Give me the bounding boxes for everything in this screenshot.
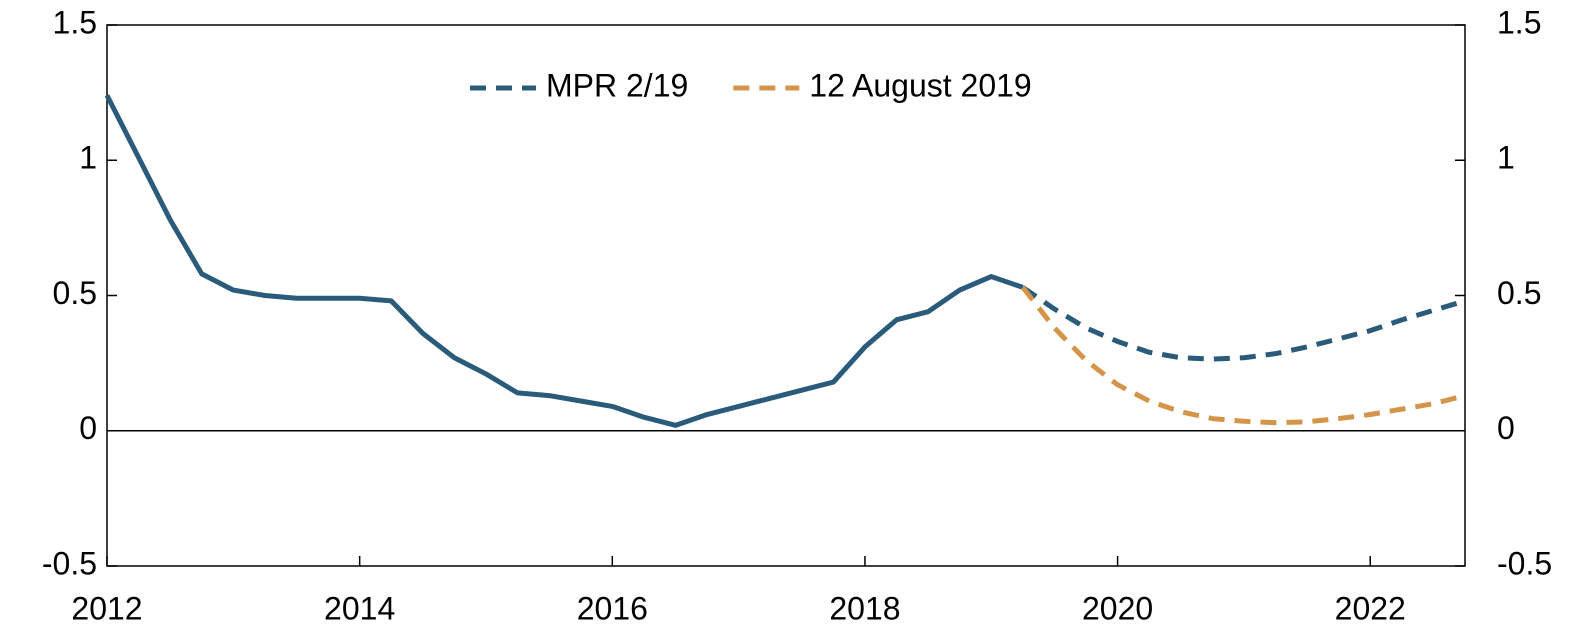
x-tick-label: 2018 [829,590,900,626]
y-tick-label: 0 [79,410,97,446]
y2-tick-label: -0.5 [1497,545,1552,581]
y2-tick-label: 0 [1497,410,1515,446]
series-line [104,94,1024,428]
x-tick-label: 2016 [577,590,648,626]
x-tick-label: 2012 [71,590,142,626]
legend-label: MPR 2/19 [546,67,688,103]
y2-tick-label: 1 [1497,140,1515,176]
x-tick-label: 2014 [324,590,395,626]
legend-label: 12 August 2019 [809,67,1031,103]
y2-tick-label: 0.5 [1497,275,1541,311]
y-tick-label: -0.5 [42,545,97,581]
series-line [1021,285,1466,362]
y-tick-label: 0.5 [53,275,97,311]
y-tick-label: 1.5 [53,4,97,40]
y-tick-label: 1 [79,140,97,176]
plot-frame [106,24,1466,567]
x-tick-label: 2022 [1335,590,1406,626]
legend: MPR 2/19 12 August 2019 [470,67,1032,103]
x-tick-label: 2020 [1082,590,1153,626]
y2-tick-label: 1.5 [1497,4,1541,40]
series-line [1020,285,1466,426]
